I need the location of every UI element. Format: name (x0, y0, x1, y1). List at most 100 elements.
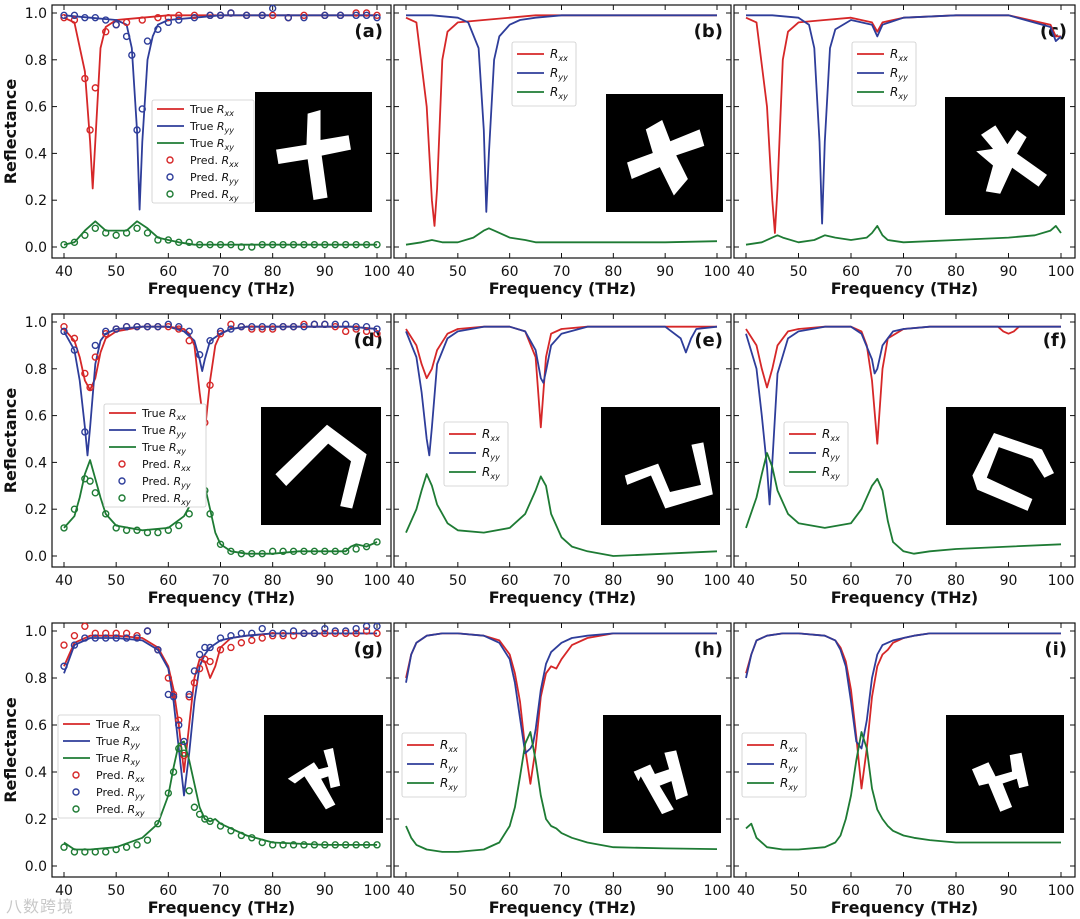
pred-point-xx (60, 641, 68, 649)
x-tick-label: 40 (397, 883, 415, 899)
pred-point-yy (169, 693, 178, 701)
pred-point-xy (195, 810, 204, 818)
y-tick-label: 0.0 (25, 859, 47, 875)
pred-point-xx (300, 11, 308, 20)
pred-point-yy (206, 11, 214, 20)
pred-point-yy (185, 690, 193, 699)
legend-label: True Rxy (189, 137, 234, 152)
pred-point-yy (91, 341, 100, 350)
pred-point-xy (81, 848, 89, 856)
pred-point-yy (112, 634, 120, 642)
pred-point-xy (164, 789, 173, 797)
legend-label: Rxy (780, 776, 798, 792)
pred-point-xx (352, 325, 360, 333)
x-tick-label: 90 (656, 573, 674, 589)
pred-point-xx (268, 325, 277, 333)
pred-point-xy (112, 524, 120, 532)
pred-point-xy (216, 240, 225, 249)
legend: True Rxx True Ryy True Rxy Pred. Rxx Pred. R… (57, 714, 161, 819)
pred-point-xx (138, 16, 146, 24)
pred-point-xy (70, 505, 79, 513)
pred-point-xy (143, 229, 152, 237)
pred-point-xx (60, 322, 68, 331)
pred-point-yy (300, 629, 308, 638)
pred-point-xy (289, 240, 298, 249)
pred-point-xy (154, 236, 162, 244)
x-tick-label: 80 (947, 573, 965, 589)
x-tick-label: 50 (107, 573, 125, 589)
pred-point-xy (133, 224, 141, 232)
x-tick-label: 100 (1048, 264, 1075, 280)
x-tick-label: 90 (316, 883, 334, 899)
pred-point-xy (331, 240, 339, 249)
pred-point-xx (91, 629, 100, 638)
pred-point-xx (268, 632, 277, 640)
pred-point-yy (60, 327, 68, 336)
pred-point-xx (102, 28, 110, 36)
x-tick-label: 50 (107, 883, 125, 899)
series-line-yy (63, 325, 378, 457)
axes-frame (393, 313, 732, 568)
pred-point-yy (373, 13, 381, 22)
pred-point-yy (143, 627, 152, 635)
pred-point-yy (190, 667, 199, 675)
x-tick-label: 90 (1000, 883, 1018, 899)
pred-point-xy (321, 841, 329, 849)
x-tick-label: 100 (1048, 883, 1075, 899)
axes-frame (733, 313, 1076, 568)
pred-point-xy (102, 510, 110, 518)
y-tick-label: 1.0 (25, 6, 47, 22)
pred-point-xy (154, 820, 162, 828)
pred-point-yy (336, 11, 345, 20)
legend-label: Rxy (822, 465, 840, 481)
pred-point-xx (300, 320, 308, 329)
pred-point-xx (175, 11, 183, 20)
pred-point-yy (133, 634, 141, 642)
pred-point-yy (321, 320, 329, 329)
pred-point-yy (102, 16, 110, 24)
pred-point-xy (169, 768, 178, 776)
pred-point-xx (185, 337, 193, 345)
pred-point-yy (70, 641, 79, 649)
pred-point-yy (258, 11, 266, 20)
structure-inset (603, 715, 721, 833)
pred-point-xy (342, 841, 350, 849)
legend-box (511, 41, 577, 107)
pred-point-xy (300, 547, 308, 556)
pred-point-xx (268, 11, 277, 20)
pred-point-yy (284, 13, 293, 22)
pred-point-xy (175, 521, 183, 530)
axes-frame (393, 622, 732, 878)
panel-label: (a) (354, 21, 383, 42)
pred-point-xy (300, 240, 308, 249)
pred-point-xy (190, 803, 199, 811)
pred-point-xy (206, 817, 214, 826)
x-tick-label: 80 (264, 264, 282, 280)
x-tick-label: 40 (397, 264, 415, 280)
pred-point-yy (268, 4, 277, 13)
pred-point-xx (373, 330, 381, 338)
legend-label: True Rxy (141, 441, 186, 456)
pred-point-xy (91, 848, 100, 856)
legend-label: Rxx (550, 47, 568, 63)
pred-point-xy (248, 549, 256, 558)
x-axis-title: Frequency (THz) (489, 588, 636, 607)
pred-point-xy (185, 787, 193, 795)
pred-point-xx (216, 646, 225, 654)
axes-frame (733, 622, 1076, 878)
pred-point-xx (190, 11, 199, 20)
legend-label: Rxy (440, 776, 458, 792)
x-tick-label: 50 (790, 264, 808, 280)
legend-label: Ryy (780, 757, 798, 773)
pred-point-yy (60, 662, 68, 670)
pred-point-xx (70, 334, 79, 343)
pred-point-yy (321, 624, 329, 633)
structure-inset (946, 715, 1064, 833)
pred-point-xy (143, 528, 152, 537)
pred-point-yy (175, 721, 183, 729)
pred-point-xx (373, 629, 381, 638)
legend-label: Ryy (440, 757, 458, 773)
pred-point-xy (331, 841, 339, 849)
